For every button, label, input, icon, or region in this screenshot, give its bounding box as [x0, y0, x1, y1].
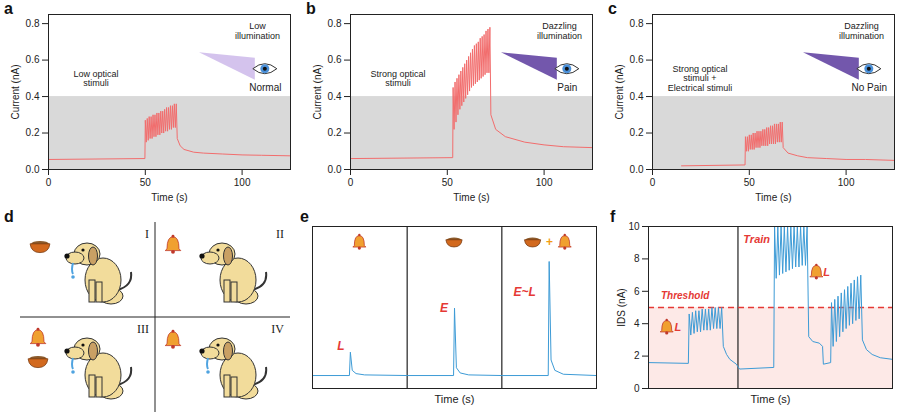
svg-text:Pain: Pain — [557, 82, 577, 93]
svg-text:II: II — [276, 227, 284, 241]
svg-text:50: 50 — [442, 177, 454, 188]
svg-text:Current (nA): Current (nA) — [10, 64, 21, 119]
svg-text:Time (s): Time (s) — [151, 192, 187, 203]
svg-text:Low opticalstimuli: Low opticalstimuli — [73, 69, 118, 89]
svg-text:10: 10 — [628, 221, 640, 232]
svg-text:0.4: 0.4 — [630, 91, 644, 102]
html-text:b: b — [306, 0, 316, 17]
svg-text:0.4: 0.4 — [328, 91, 342, 102]
svg-text:0.0: 0.0 — [630, 164, 644, 175]
svg-text:0.2: 0.2 — [630, 127, 644, 138]
svg-text:0: 0 — [348, 177, 354, 188]
svg-text:+: + — [546, 235, 553, 249]
svg-text:0.8: 0.8 — [328, 18, 342, 29]
svg-text:Time (s): Time (s) — [755, 192, 791, 203]
svg-text:100: 100 — [234, 177, 251, 188]
html-text:f: f — [610, 208, 616, 225]
svg-text:Dazzlingillumination: Dazzlingillumination — [537, 21, 582, 41]
svg-text:III: III — [137, 322, 149, 336]
svg-text:Dazzlingillumination: Dazzlingillumination — [839, 21, 884, 41]
svg-text:Normal: Normal — [249, 82, 281, 93]
svg-text:E: E — [440, 301, 449, 315]
svg-text:8: 8 — [634, 253, 640, 264]
svg-text:0.2: 0.2 — [328, 127, 342, 138]
svg-text:E~L: E~L — [513, 285, 535, 299]
svg-text:0.6: 0.6 — [328, 54, 342, 65]
svg-text:0.4: 0.4 — [26, 91, 40, 102]
svg-text:I: I — [145, 227, 149, 241]
svg-text:100: 100 — [838, 177, 855, 188]
svg-text:0: 0 — [46, 177, 52, 188]
svg-text:L: L — [823, 266, 830, 278]
svg-text:IV: IV — [271, 322, 284, 336]
html-text:d: d — [4, 208, 14, 225]
html-text:c: c — [608, 0, 617, 17]
html-text:a: a — [4, 0, 13, 17]
svg-text:0.6: 0.6 — [630, 54, 644, 65]
svg-text:Strong opticalstimuli: Strong opticalstimuli — [370, 69, 425, 89]
svg-text:L: L — [674, 321, 681, 333]
svg-text:Time (s): Time (s) — [751, 393, 791, 405]
svg-text:0: 0 — [634, 383, 640, 394]
svg-text:Current (nA): Current (nA) — [614, 64, 625, 119]
svg-text:Train: Train — [743, 233, 770, 245]
svg-text:Time (s): Time (s) — [453, 192, 489, 203]
svg-text:0.2: 0.2 — [26, 127, 40, 138]
svg-text:0.0: 0.0 — [328, 164, 342, 175]
svg-text:0.8: 0.8 — [26, 18, 40, 29]
svg-text:0.6: 0.6 — [26, 54, 40, 65]
svg-text:50: 50 — [140, 177, 152, 188]
svg-text:100: 100 — [536, 177, 553, 188]
svg-text:50: 50 — [744, 177, 756, 188]
svg-text:2: 2 — [634, 350, 640, 361]
html-text:e: e — [300, 208, 309, 225]
svg-text:L: L — [337, 339, 344, 353]
svg-text:4: 4 — [634, 318, 640, 329]
svg-text:Current (nA): Current (nA) — [312, 64, 323, 119]
svg-text:0: 0 — [650, 177, 656, 188]
svg-text:IDS (nA): IDS (nA) — [616, 288, 627, 326]
svg-text:0.8: 0.8 — [630, 18, 644, 29]
svg-text:0.0: 0.0 — [26, 164, 40, 175]
svg-text:6: 6 — [634, 286, 640, 297]
svg-text:Strong opticalstimuli +Electri: Strong opticalstimuli +Electrical stimul… — [668, 64, 733, 94]
svg-text:Time (s): Time (s) — [435, 393, 475, 405]
svg-text:Threshold: Threshold — [661, 290, 710, 301]
svg-text:No Pain: No Pain — [852, 82, 888, 93]
svg-text:Lowillumination: Lowillumination — [235, 21, 280, 41]
